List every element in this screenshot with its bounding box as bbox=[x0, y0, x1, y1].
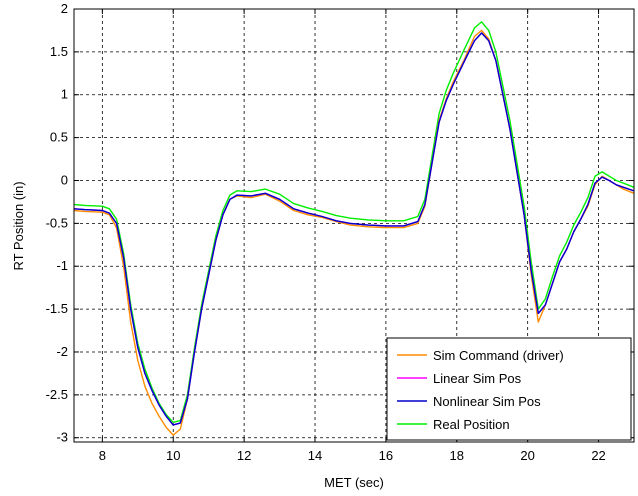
y-tick-label: 2 bbox=[61, 1, 68, 16]
y-tick-label: -2.5 bbox=[46, 387, 68, 402]
y-tick-label: 1.5 bbox=[50, 44, 68, 59]
legend-box bbox=[386, 337, 632, 441]
x-tick-label: 10 bbox=[166, 448, 180, 463]
y-tick-label: -2 bbox=[56, 344, 68, 359]
y-tick-label: -1 bbox=[56, 258, 68, 273]
y-tick-label: 1 bbox=[61, 87, 68, 102]
x-tick-label: 18 bbox=[450, 448, 464, 463]
legend-label: Sim Command (driver) bbox=[433, 348, 564, 363]
x-tick-label: 8 bbox=[99, 448, 106, 463]
x-tick-label: 22 bbox=[591, 448, 605, 463]
legend: Sim Command (driver) Linear Sim Pos Nonlin… bbox=[386, 337, 632, 441]
legend-label: Linear Sim Pos bbox=[433, 371, 522, 386]
series-line-3 bbox=[74, 21, 634, 423]
y-tick-label: -0.5 bbox=[46, 215, 68, 230]
y-tick-label: 0 bbox=[61, 172, 68, 187]
x-tick-label: 20 bbox=[520, 448, 534, 463]
series-layer bbox=[74, 21, 634, 436]
x-tick-label: 16 bbox=[379, 448, 393, 463]
series-line-2 bbox=[74, 32, 634, 426]
legend-label: Nonlinear Sim Pos bbox=[433, 394, 541, 409]
x-tick-label: 14 bbox=[308, 448, 322, 463]
y-tick-label: 0.5 bbox=[50, 130, 68, 145]
y-tick-label: -3 bbox=[56, 430, 68, 445]
x-axis-label: MET (sec) bbox=[324, 475, 384, 490]
x-tick-label: 12 bbox=[237, 448, 251, 463]
legend-label: Real Position bbox=[433, 417, 510, 432]
plot-frame bbox=[73, 8, 635, 443]
ticks: 8 10 12 14 16 18 20 2221.510.50-0.5-1-1.5-2-2.5… bbox=[46, 1, 634, 463]
y-tick-label: -1.5 bbox=[46, 301, 68, 316]
y-axis-label: RT Position (in) bbox=[11, 181, 26, 270]
